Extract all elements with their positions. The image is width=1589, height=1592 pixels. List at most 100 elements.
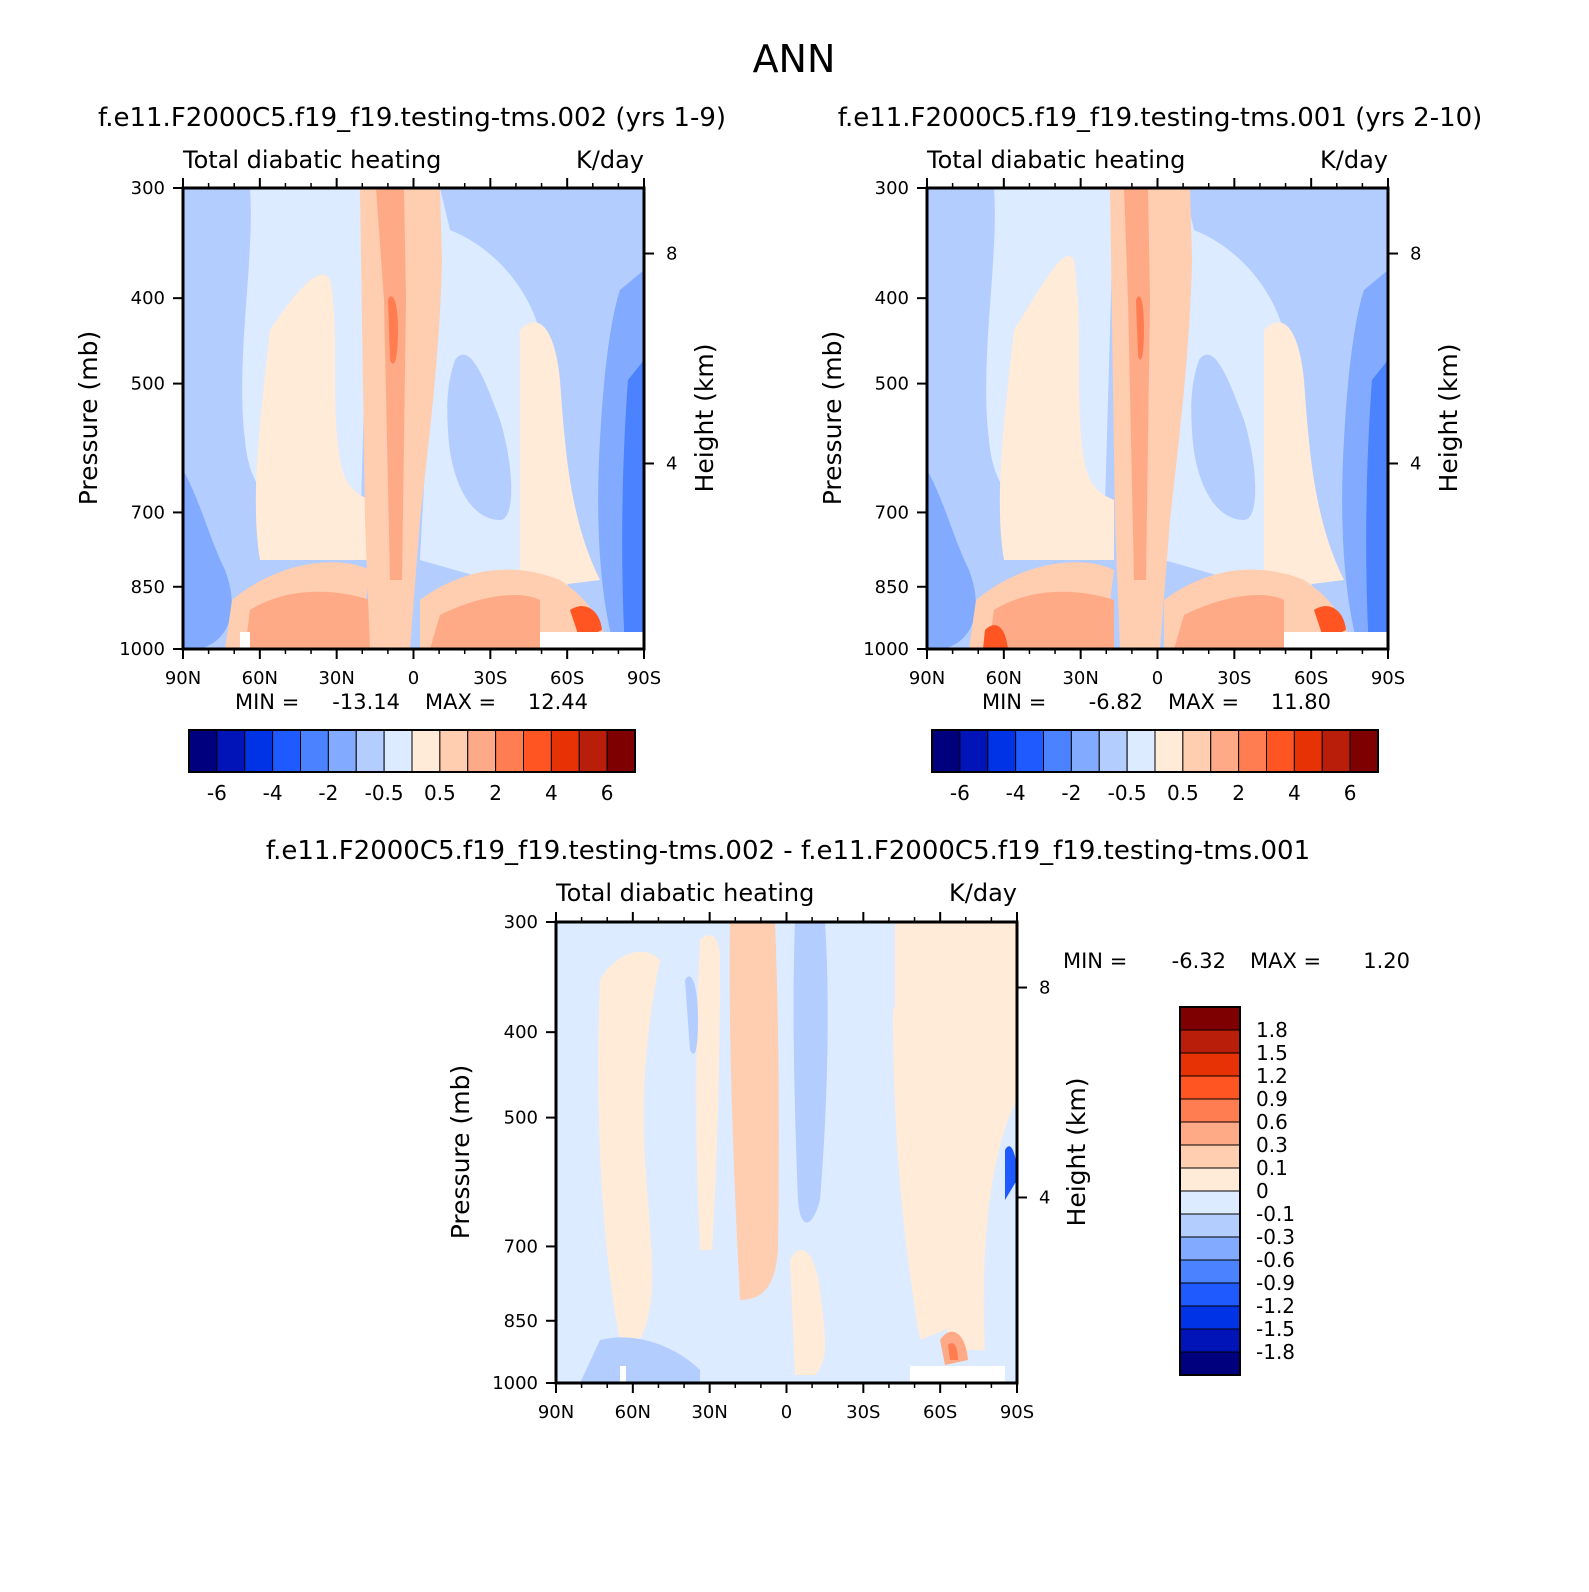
x-tick-label: 30N: [318, 668, 354, 689]
panel-1-case-title: f.e11.F2000C5.f19_f19.testing-tms.002 (y…: [98, 103, 726, 133]
colorbar-box: [1179, 1259, 1241, 1284]
colorbar-tick-label: 6: [601, 781, 614, 805]
y-tick-label: 700: [875, 502, 909, 523]
panel-3-x-ticks: 90N 60N 30N 0 30S 60S 90S: [538, 912, 1034, 1423]
panel-3-colorbar: 1.81.51.20.90.60.30.10-0.1-0.3-0.6-0.9-1…: [1179, 1006, 1295, 1376]
x-tick-label: 60N: [242, 668, 278, 689]
y-tick-label: 500: [504, 1108, 538, 1129]
colorbar-box: [1179, 1282, 1241, 1307]
x-tick-label: 90N: [909, 668, 945, 689]
y-tick-label: 400: [131, 288, 165, 309]
colorbar-box: [1179, 1167, 1241, 1192]
colorbar-box: [272, 729, 301, 773]
colorbar-box: [1238, 729, 1267, 773]
colorbar-box: [1293, 729, 1323, 773]
colorbar-tick-label: 1.8: [1256, 1018, 1288, 1042]
y-tick-label: 300: [131, 178, 165, 199]
colorbar-box: [1154, 729, 1184, 773]
panel-2-units-label: K/day: [1320, 146, 1388, 174]
colorbar-tick-label: 0.5: [424, 781, 456, 805]
colorbar-box: [300, 729, 329, 773]
colorbar-box: [550, 729, 580, 773]
panel-3-min-label: MIN =: [1063, 949, 1127, 973]
y-tick-label: 500: [131, 374, 165, 395]
colorbar-tick-label: 2: [489, 781, 502, 805]
panel-3-units-label: K/day: [949, 879, 1017, 907]
panel-2-case-title: f.e11.F2000C5.f19_f19.testing-tms.001 (y…: [838, 103, 1483, 133]
colorbar-box: [1179, 1213, 1241, 1238]
colorbar-tick-label: -6: [207, 781, 227, 805]
colorbar-tick-label: -1.8: [1256, 1340, 1295, 1364]
colorbar-frame: [1179, 1006, 1241, 1376]
panel-1-max-label: MAX =: [425, 690, 496, 714]
colorbar-box: [931, 729, 961, 773]
y-tick-label: 300: [875, 178, 909, 199]
panel-case-2: f.e11.F2000C5.f19_f19.testing-tms.001 (y…: [818, 103, 1482, 805]
y-tick-label: 700: [131, 502, 165, 523]
panel-3-height-ticks: 84: [1017, 978, 1050, 1208]
x-tick-label: 90S: [627, 668, 661, 689]
panel-difference: f.e11.F2000C5.f19_f19.testing-tms.002 - …: [266, 836, 1410, 1423]
panel-2-contour-field: [927, 188, 1388, 649]
colorbar-tick-label: -1.2: [1256, 1294, 1295, 1318]
colorbar-box: [1179, 1098, 1241, 1123]
colorbar-box: [1179, 1351, 1241, 1376]
panel-1-x-ticks: 90N 60N 30N 0 30S 60S 90S: [165, 178, 661, 689]
colorbar-tick-label: 0.1: [1256, 1156, 1288, 1180]
height-tick-label: 8: [1039, 978, 1050, 999]
x-tick-label: 90N: [538, 1402, 574, 1423]
colorbar-box: [383, 729, 413, 773]
panel-1-colorbar: -6 -4 -2 -0.5 0.5 2 4 6: [188, 729, 636, 805]
colorbar-tick-label: -2: [318, 781, 338, 805]
colorbar-tick-label: -2: [1061, 781, 1081, 805]
panel-1-y-ticks: 300 400 500 700 850 1000: [119, 178, 183, 660]
figure-title: ANN: [753, 37, 836, 81]
colorbar-box: [1043, 729, 1072, 773]
y-tick-label: 1000: [119, 639, 165, 660]
panel-2-height-axis-label: Height (km): [1434, 344, 1463, 493]
height-tick-label: 8: [1410, 244, 1421, 265]
colorbar-tick-label: 0.5: [1167, 781, 1199, 805]
panel-3-y-ticks: 300 400 500 700 850 1000: [492, 912, 556, 1394]
panel-2-x-ticks: 90N 60N 30N 0 30S 60S 90S: [909, 178, 1405, 689]
panel-1-height-axis-label: Height (km): [690, 344, 719, 493]
panel-1-max-value: 12.44: [528, 690, 588, 714]
x-tick-label: 60S: [550, 668, 584, 689]
colorbar-tick-label: -0.9: [1256, 1271, 1295, 1295]
colorbar-tick-label: 4: [1288, 781, 1301, 805]
colorbar-box: [1179, 1328, 1241, 1353]
x-tick-label: 30S: [473, 668, 507, 689]
panel-2-y-ticks: 300 400 500 700 850 1000: [863, 178, 927, 660]
colorbar-box: [411, 729, 441, 773]
colorbar-tick-label: -0.3: [1256, 1225, 1295, 1249]
x-tick-label: 0: [408, 668, 419, 689]
y-tick-label: 500: [875, 374, 909, 395]
colorbar-tick-label: 1.2: [1256, 1064, 1288, 1088]
height-tick-label: 4: [1039, 1187, 1050, 1208]
colorbar-box: [1070, 729, 1100, 773]
height-tick-label: 8: [666, 244, 677, 265]
panel-2-y-axis-label: Pressure (mb): [818, 331, 847, 505]
x-tick-label: 60N: [986, 668, 1022, 689]
panel-2-min-value: -6.82: [1089, 690, 1143, 714]
panel-1-min-label: MIN =: [235, 690, 299, 714]
colorbar-box: [1179, 1121, 1241, 1146]
panel-1-contour-field: [183, 188, 644, 649]
panel-1-height-ticks: 84: [644, 244, 677, 474]
panel-2-max-value: 11.80: [1271, 690, 1331, 714]
x-tick-label: 60S: [923, 1402, 957, 1423]
colorbar-box: [1210, 729, 1240, 773]
panel-3-variable-label: Total diabatic heating: [555, 879, 814, 907]
colorbar-box: [987, 729, 1017, 773]
x-tick-label: 0: [1152, 668, 1163, 689]
height-tick-label: 4: [1410, 453, 1421, 474]
x-tick-label: 60S: [1294, 668, 1328, 689]
x-tick-label: 30N: [1062, 668, 1098, 689]
y-tick-label: 850: [504, 1311, 538, 1332]
colorbar-tick-label: 4: [545, 781, 558, 805]
colorbar-tick-label: -1.5: [1256, 1317, 1295, 1341]
colorbar-box: [523, 729, 552, 773]
panel-1-y-axis-label: Pressure (mb): [74, 331, 103, 505]
